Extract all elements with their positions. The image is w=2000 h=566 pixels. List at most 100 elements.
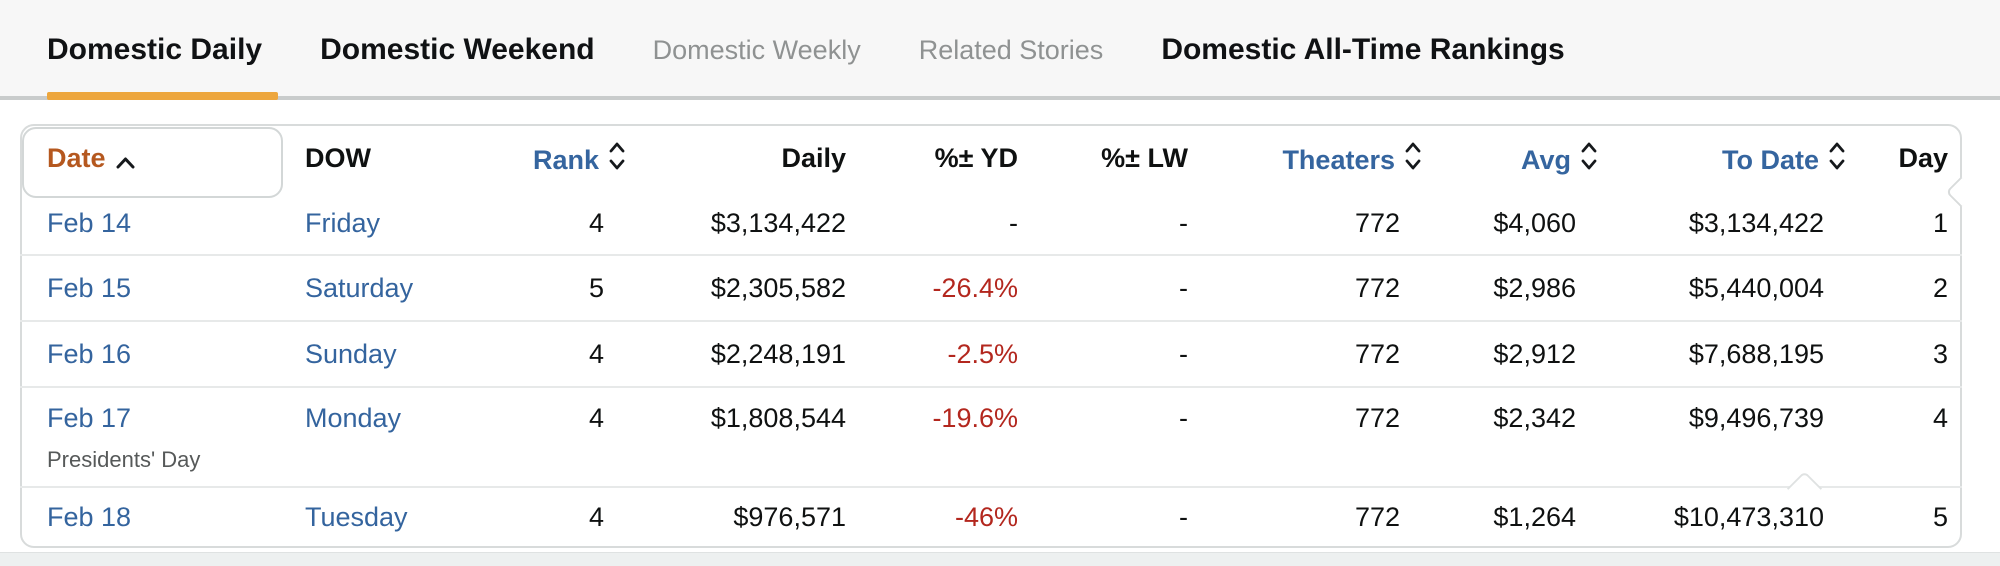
avg-cell: $2,986	[1436, 273, 1612, 304]
theaters-cell: 772	[1202, 502, 1436, 533]
cell-value: -	[1179, 272, 1188, 303]
cell-value: $1,808,544	[710, 403, 846, 433]
cell-value: 772	[1354, 272, 1400, 303]
cell-value: $2,305,582	[710, 272, 846, 303]
theaters-cell: 772	[1202, 339, 1436, 370]
theaters-cell: 772	[1202, 208, 1436, 239]
dow-link[interactable]: Monday	[305, 403, 402, 433]
dow-cell: Sunday	[285, 339, 515, 370]
table-row: Feb 15 Saturday 5 $2,305,582 -26.4% - 772 $2,98…	[20, 254, 1962, 320]
column-header-to-date[interactable]: To Date	[1612, 140, 1860, 176]
cell-value: $3,134,422	[710, 207, 846, 238]
table-row-grid: Feb 15 Saturday 5 $2,305,582 -26.4% - 772 $2,98…	[20, 256, 1962, 320]
pct-lw-cell: -	[1032, 208, 1202, 239]
cell-value: -	[1179, 338, 1188, 369]
cell-value: 772	[1354, 338, 1400, 369]
column-header-theaters[interactable]: Theaters	[1202, 140, 1436, 176]
date-link[interactable]: Feb 14	[47, 207, 132, 238]
cell-value: -46%	[954, 501, 1018, 532]
table-row-grid: Feb 16 Sunday 4 $2,248,191 -2.5% - 772 $2,912 $7…	[20, 322, 1962, 386]
cell-value: $10,473,310	[1673, 501, 1824, 532]
column-header-label: Rank	[532, 145, 599, 175]
cell-value: -	[1179, 207, 1188, 238]
dow-link[interactable]: Sunday	[305, 338, 397, 369]
dow-cell: Friday	[285, 208, 515, 239]
to-date-cell: $7,688,195	[1612, 339, 1860, 370]
daily-cell: $2,305,582	[640, 273, 860, 304]
table-body: Feb 14 Friday 4 $3,134,422 - - 772 $4,060 $3,134…	[20, 192, 1962, 546]
sort-toggle-icon	[609, 142, 625, 170]
active-tab-underline	[47, 92, 278, 100]
tab-bar: Domestic Daily Domestic Weekend Domestic W…	[0, 0, 2000, 100]
table-row-grid: Feb 18 Tuesday 4 $976,571 -46% - 772 $1,264 $10,…	[20, 488, 1962, 546]
column-header-day: Day	[1860, 143, 1962, 174]
column-header-avg[interactable]: Avg	[1436, 140, 1612, 176]
column-header-date[interactable]: Date	[20, 143, 285, 174]
cell-value: 4	[588, 207, 604, 238]
theaters-cell: 772	[1202, 273, 1436, 304]
tab-list: Domestic Daily Domestic Weekend Domestic W…	[47, 33, 1565, 66]
cell-value: -19.6%	[932, 403, 1018, 433]
daily-cell: $2,248,191	[640, 339, 860, 370]
cell-value: 4	[1932, 403, 1948, 433]
cell-value: $1,264	[1493, 501, 1576, 532]
pct-lw-cell: -	[1032, 502, 1202, 533]
pct-lw-cell: -	[1032, 339, 1202, 370]
date-link[interactable]: Feb 17	[47, 403, 132, 433]
pct-yd-cell: -	[860, 208, 1032, 239]
to-date-cell: $5,440,004	[1612, 273, 1860, 304]
cell-value: $4,060	[1493, 207, 1576, 238]
daily-cell: $1,808,544	[640, 388, 860, 434]
cell-value: $2,986	[1493, 272, 1576, 303]
table-row: Feb 16 Sunday 4 $2,248,191 -2.5% - 772 $2,912 $7…	[20, 320, 1962, 386]
dow-link[interactable]: Friday	[305, 207, 381, 238]
pct-yd-cell: -46%	[860, 502, 1032, 533]
avg-cell: $2,342	[1436, 388, 1612, 434]
dow-link[interactable]: Saturday	[305, 272, 414, 303]
table-row: Feb 14 Friday 4 $3,134,422 - - 772 $4,060 $3,134…	[20, 192, 1962, 254]
pct-yd-cell: -26.4%	[860, 273, 1032, 304]
cell-value: 1	[1932, 207, 1948, 238]
column-header-label: Daily	[781, 142, 846, 173]
cell-value: 2	[1932, 272, 1948, 303]
sort-toggle-icon	[1829, 142, 1845, 170]
dow-cell: Saturday	[285, 273, 515, 304]
cell-value: 5	[1932, 501, 1948, 532]
dow-link[interactable]: Tuesday	[305, 501, 408, 532]
table-row: Feb 17 Presidents' Day Monday 4 $1,808,544 -1…	[20, 386, 1962, 486]
cell-value: $2,248,191	[710, 338, 846, 369]
daily-cell: $976,571	[640, 502, 860, 533]
column-header-label: %± YD	[934, 142, 1018, 173]
cell-value: -26.4%	[932, 272, 1018, 303]
date-link[interactable]: Feb 18	[47, 501, 132, 532]
avg-cell: $4,060	[1436, 208, 1612, 239]
date-cell: Feb 16	[20, 339, 285, 370]
date-cell: Feb 15	[20, 273, 285, 304]
column-header-dow: DOW	[285, 143, 515, 174]
cell-value: 4	[588, 501, 604, 532]
daily-table-outline	[20, 124, 1962, 548]
dow-cell: Monday	[285, 388, 515, 434]
avg-cell: $1,264	[1436, 502, 1612, 533]
date-link[interactable]: Feb 15	[47, 272, 132, 303]
to-date-cell: $3,134,422	[1612, 208, 1860, 239]
theaters-cell: 772	[1202, 388, 1436, 434]
day-cell: 4	[1860, 388, 1962, 434]
column-header-label: Day	[1898, 142, 1948, 173]
column-header-label: Date	[47, 142, 106, 173]
pct-lw-cell: -	[1032, 388, 1202, 434]
table-row-grid: Feb 14 Friday 4 $3,134,422 - - 772 $4,060 $3,134…	[20, 192, 1962, 254]
column-header-label: %± LW	[1101, 142, 1188, 173]
column-header-label: Theaters	[1282, 145, 1395, 175]
date-cell: Feb 17 Presidents' Day	[20, 388, 285, 473]
rank-cell: 4	[515, 208, 640, 239]
daily-cell: $3,134,422	[640, 208, 860, 239]
sorted-column-highlight-box	[22, 127, 283, 198]
cell-value: $2,342	[1493, 403, 1576, 433]
column-header-rank[interactable]: Rank	[515, 140, 640, 176]
cell-value: 772	[1354, 501, 1400, 532]
cell-value: -	[1179, 501, 1188, 532]
cell-value: $2,912	[1493, 338, 1576, 369]
column-header-lw: %± LW	[1032, 143, 1202, 174]
date-link[interactable]: Feb 16	[47, 338, 132, 369]
